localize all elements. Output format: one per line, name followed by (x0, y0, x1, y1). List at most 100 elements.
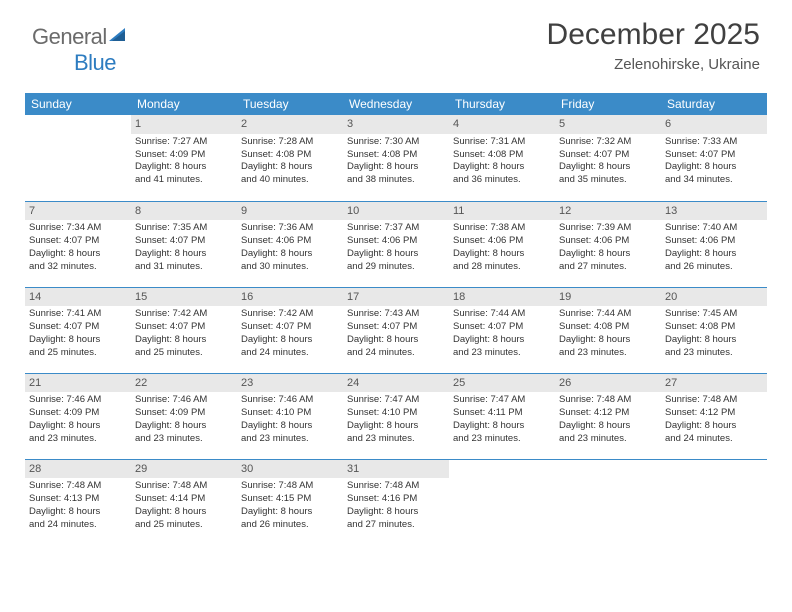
calendar-day-cell: 9Sunrise: 7:36 AMSunset: 4:06 PMDaylight… (237, 201, 343, 287)
daylight2-text: and 32 minutes. (29, 261, 127, 274)
day-number: 19 (555, 288, 661, 307)
calendar-day-cell: 20Sunrise: 7:45 AMSunset: 4:08 PMDayligh… (661, 287, 767, 373)
calendar-week-row: 1Sunrise: 7:27 AMSunset: 4:09 PMDaylight… (25, 115, 767, 201)
calendar-day-cell: 27Sunrise: 7:48 AMSunset: 4:12 PMDayligh… (661, 373, 767, 459)
day-number: 22 (131, 374, 237, 393)
sunrise-text: Sunrise: 7:48 AM (135, 480, 233, 493)
calendar-day-cell: 2Sunrise: 7:28 AMSunset: 4:08 PMDaylight… (237, 115, 343, 201)
daylight1-text: Daylight: 8 hours (559, 420, 657, 433)
sunrise-text: Sunrise: 7:30 AM (347, 136, 445, 149)
calendar-day-cell: 1Sunrise: 7:27 AMSunset: 4:09 PMDaylight… (131, 115, 237, 201)
daylight2-text: and 23 minutes. (241, 433, 339, 446)
calendar-day-cell: 18Sunrise: 7:44 AMSunset: 4:07 PMDayligh… (449, 287, 555, 373)
calendar-day-cell (25, 115, 131, 201)
header: General Blue December 2025 Zelenohirske,… (0, 0, 792, 81)
daylight2-text: and 36 minutes. (453, 174, 551, 187)
sunrise-text: Sunrise: 7:44 AM (453, 308, 551, 321)
col-thursday: Thursday (449, 93, 555, 115)
sunrise-text: Sunrise: 7:47 AM (347, 394, 445, 407)
daylight1-text: Daylight: 8 hours (135, 248, 233, 261)
col-wednesday: Wednesday (343, 93, 449, 115)
day-number: 25 (449, 374, 555, 393)
daylight2-text: and 23 minutes. (29, 433, 127, 446)
sunset-text: Sunset: 4:07 PM (665, 149, 763, 162)
weekday-header-row: Sunday Monday Tuesday Wednesday Thursday… (25, 93, 767, 115)
sunrise-text: Sunrise: 7:44 AM (559, 308, 657, 321)
day-number: 17 (343, 288, 449, 307)
sunrise-text: Sunrise: 7:48 AM (241, 480, 339, 493)
sunset-text: Sunset: 4:06 PM (453, 235, 551, 248)
sunrise-text: Sunrise: 7:46 AM (29, 394, 127, 407)
day-number: 11 (449, 202, 555, 221)
sunset-text: Sunset: 4:15 PM (241, 493, 339, 506)
day-number: 2 (237, 115, 343, 134)
calendar-day-cell (449, 459, 555, 545)
sunset-text: Sunset: 4:09 PM (135, 149, 233, 162)
sunset-text: Sunset: 4:07 PM (135, 235, 233, 248)
calendar-day-cell: 4Sunrise: 7:31 AMSunset: 4:08 PMDaylight… (449, 115, 555, 201)
calendar-day-cell: 3Sunrise: 7:30 AMSunset: 4:08 PMDaylight… (343, 115, 449, 201)
day-number: 28 (25, 460, 131, 479)
sunrise-text: Sunrise: 7:33 AM (665, 136, 763, 149)
daylight1-text: Daylight: 8 hours (241, 161, 339, 174)
daylight1-text: Daylight: 8 hours (29, 248, 127, 261)
sunrise-text: Sunrise: 7:35 AM (135, 222, 233, 235)
daylight1-text: Daylight: 8 hours (241, 420, 339, 433)
sunrise-text: Sunrise: 7:27 AM (135, 136, 233, 149)
day-number: 26 (555, 374, 661, 393)
logo-text-blue: Blue (74, 50, 116, 75)
sunset-text: Sunset: 4:12 PM (559, 407, 657, 420)
sunset-text: Sunset: 4:13 PM (29, 493, 127, 506)
daylight2-text: and 25 minutes. (135, 347, 233, 360)
daylight2-text: and 27 minutes. (347, 519, 445, 532)
day-number: 27 (661, 374, 767, 393)
col-saturday: Saturday (661, 93, 767, 115)
daylight1-text: Daylight: 8 hours (29, 334, 127, 347)
logo: General Blue (32, 22, 129, 76)
sunset-text: Sunset: 4:07 PM (559, 149, 657, 162)
daylight2-text: and 31 minutes. (135, 261, 233, 274)
calendar-day-cell: 28Sunrise: 7:48 AMSunset: 4:13 PMDayligh… (25, 459, 131, 545)
sunset-text: Sunset: 4:07 PM (347, 321, 445, 334)
daylight1-text: Daylight: 8 hours (347, 248, 445, 261)
day-number: 15 (131, 288, 237, 307)
sunrise-text: Sunrise: 7:31 AM (453, 136, 551, 149)
sunrise-text: Sunrise: 7:48 AM (29, 480, 127, 493)
day-number: 13 (661, 202, 767, 221)
sunset-text: Sunset: 4:08 PM (241, 149, 339, 162)
daylight1-text: Daylight: 8 hours (135, 161, 233, 174)
sunrise-text: Sunrise: 7:45 AM (665, 308, 763, 321)
daylight1-text: Daylight: 8 hours (241, 334, 339, 347)
day-number: 7 (25, 202, 131, 221)
daylight2-text: and 28 minutes. (453, 261, 551, 274)
daylight1-text: Daylight: 8 hours (241, 506, 339, 519)
sunset-text: Sunset: 4:08 PM (559, 321, 657, 334)
day-number: 4 (449, 115, 555, 134)
daylight1-text: Daylight: 8 hours (135, 420, 233, 433)
day-number: 5 (555, 115, 661, 134)
calendar-day-cell: 21Sunrise: 7:46 AMSunset: 4:09 PMDayligh… (25, 373, 131, 459)
calendar-day-cell: 11Sunrise: 7:38 AMSunset: 4:06 PMDayligh… (449, 201, 555, 287)
sunset-text: Sunset: 4:09 PM (135, 407, 233, 420)
calendar-day-cell: 19Sunrise: 7:44 AMSunset: 4:08 PMDayligh… (555, 287, 661, 373)
day-number: 24 (343, 374, 449, 393)
daylight1-text: Daylight: 8 hours (665, 420, 763, 433)
calendar-week-row: 28Sunrise: 7:48 AMSunset: 4:13 PMDayligh… (25, 459, 767, 545)
sunset-text: Sunset: 4:06 PM (241, 235, 339, 248)
sunset-text: Sunset: 4:06 PM (347, 235, 445, 248)
daylight2-text: and 24 minutes. (665, 433, 763, 446)
daylight1-text: Daylight: 8 hours (559, 334, 657, 347)
daylight2-text: and 25 minutes. (135, 519, 233, 532)
daylight2-text: and 35 minutes. (559, 174, 657, 187)
sunset-text: Sunset: 4:07 PM (241, 321, 339, 334)
sunset-text: Sunset: 4:10 PM (241, 407, 339, 420)
day-number: 20 (661, 288, 767, 307)
daylight2-text: and 27 minutes. (559, 261, 657, 274)
day-number: 31 (343, 460, 449, 479)
sunset-text: Sunset: 4:07 PM (29, 235, 127, 248)
calendar-day-cell: 7Sunrise: 7:34 AMSunset: 4:07 PMDaylight… (25, 201, 131, 287)
day-number: 21 (25, 374, 131, 393)
sunrise-text: Sunrise: 7:36 AM (241, 222, 339, 235)
daylight1-text: Daylight: 8 hours (453, 161, 551, 174)
sunrise-text: Sunrise: 7:46 AM (241, 394, 339, 407)
